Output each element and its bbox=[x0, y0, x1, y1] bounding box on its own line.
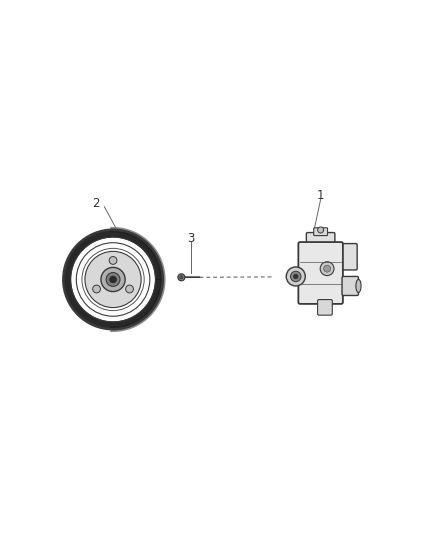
Circle shape bbox=[290, 271, 301, 281]
Circle shape bbox=[324, 265, 331, 272]
FancyBboxPatch shape bbox=[342, 277, 358, 295]
Circle shape bbox=[110, 276, 117, 283]
FancyBboxPatch shape bbox=[318, 300, 332, 315]
Circle shape bbox=[320, 262, 334, 276]
Text: 1: 1 bbox=[317, 189, 325, 201]
Circle shape bbox=[106, 272, 120, 286]
Text: 2: 2 bbox=[92, 197, 99, 211]
Circle shape bbox=[101, 268, 125, 292]
Ellipse shape bbox=[356, 279, 361, 293]
FancyBboxPatch shape bbox=[306, 232, 335, 246]
Circle shape bbox=[109, 256, 117, 264]
Circle shape bbox=[93, 285, 100, 293]
FancyBboxPatch shape bbox=[338, 244, 357, 270]
Circle shape bbox=[286, 267, 305, 286]
FancyBboxPatch shape bbox=[314, 228, 328, 236]
FancyBboxPatch shape bbox=[298, 242, 343, 304]
Circle shape bbox=[318, 227, 324, 233]
Circle shape bbox=[85, 252, 141, 308]
Circle shape bbox=[178, 274, 185, 281]
Circle shape bbox=[293, 274, 298, 279]
Circle shape bbox=[180, 276, 183, 279]
Text: 3: 3 bbox=[187, 232, 194, 245]
Circle shape bbox=[126, 285, 134, 293]
